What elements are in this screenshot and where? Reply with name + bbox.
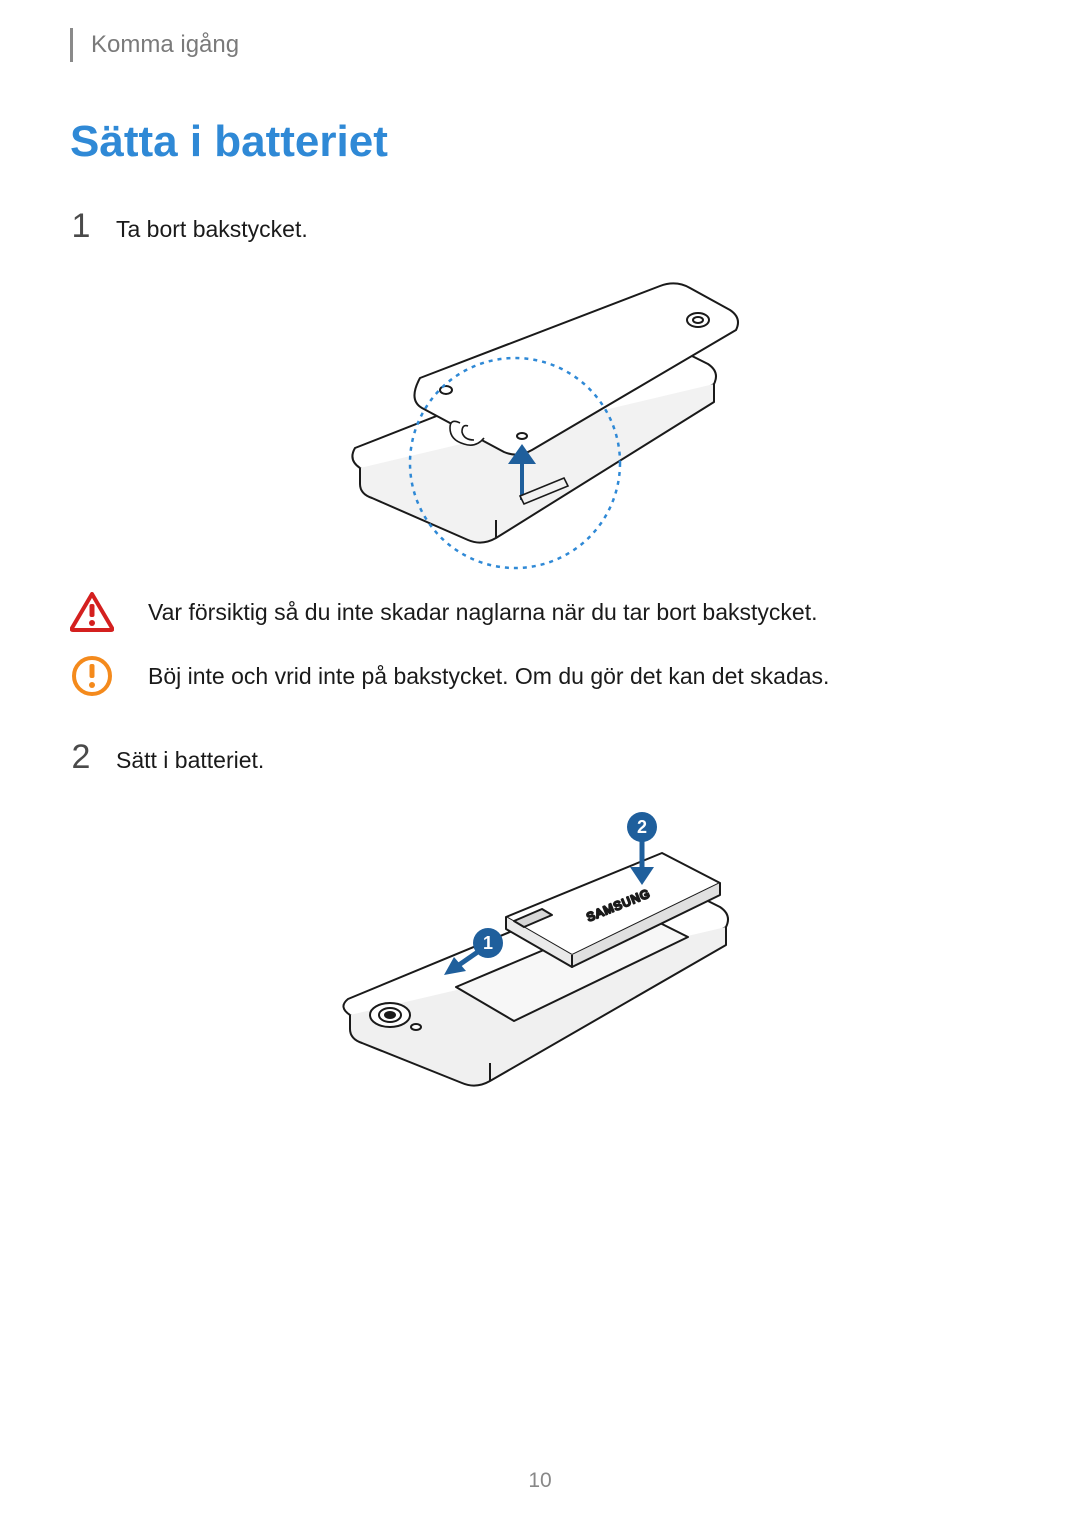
page: Komma igång Sätta i batteriet 1 Ta bort … <box>0 0 1080 1527</box>
breadcrumb-text: Komma igång <box>91 31 239 59</box>
illustration-1 <box>70 268 1010 578</box>
breadcrumb: Komma igång <box>70 28 1010 62</box>
step-number: 2 <box>70 738 92 777</box>
step-text: Ta bort bakstycket. <box>116 216 308 243</box>
callout-caution: Böj inte och vrid inte på bakstycket. Om… <box>70 654 1010 698</box>
callout-text: Var försiktig så du inte skadar naglarna… <box>148 599 817 626</box>
callout-text: Böj inte och vrid inte på bakstycket. Om… <box>148 663 829 690</box>
illustration-2: SAMSUNG 1 2 <box>70 799 1010 1099</box>
page-number: 10 <box>0 1469 1080 1493</box>
step-text: Sätt i batteriet. <box>116 747 264 774</box>
svg-text:1: 1 <box>483 933 493 953</box>
breadcrumb-divider <box>70 28 73 62</box>
step-2: 2 Sätt i batteriet. <box>70 738 1010 777</box>
warning-triangle-icon <box>70 592 114 632</box>
warning-circle-icon <box>70 654 114 698</box>
phone-backcover-illustration <box>300 268 780 578</box>
step-1: 1 Ta bort bakstycket. <box>70 207 1010 246</box>
page-title: Sätta i batteriet <box>70 117 1010 167</box>
svg-text:2: 2 <box>637 817 647 837</box>
callout-warning: Var försiktig så du inte skadar naglarna… <box>70 592 1010 632</box>
step-number: 1 <box>70 207 92 246</box>
battery-insert-illustration: SAMSUNG 1 2 <box>290 799 790 1099</box>
